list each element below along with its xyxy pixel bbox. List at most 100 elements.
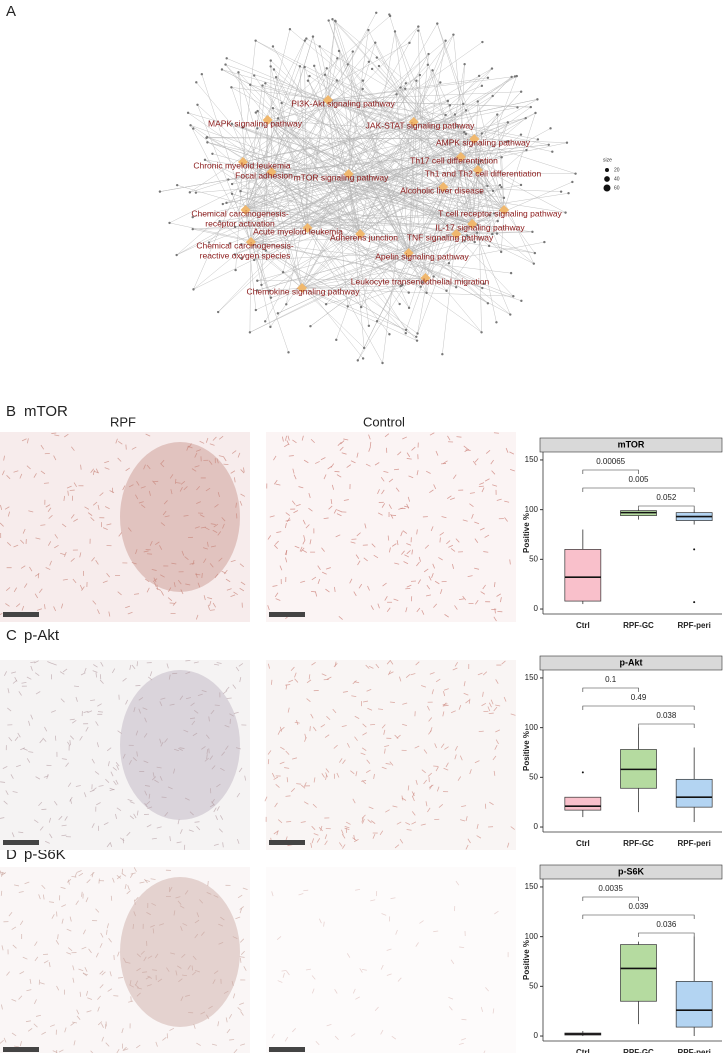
- x-tick-label: RPF-GC: [623, 839, 654, 848]
- tissue-stroke: [148, 490, 151, 496]
- edge: [432, 70, 479, 171]
- tissue-stroke: [429, 672, 435, 675]
- tissue-stroke: [302, 519, 306, 525]
- tissue-stroke: [159, 545, 163, 550]
- gene-node: [298, 65, 302, 68]
- gene-node: [336, 57, 339, 60]
- tissue-stroke: [211, 798, 215, 804]
- tissue-stroke: [352, 798, 356, 804]
- tissue-stroke: [455, 880, 460, 886]
- tissue-stroke: [221, 570, 227, 574]
- edge: [235, 223, 473, 228]
- edge: [394, 31, 426, 279]
- tissue-stroke: [181, 550, 185, 556]
- edge: [270, 60, 272, 173]
- tissue-stroke: [293, 474, 297, 480]
- tissue-stroke: [56, 985, 60, 991]
- tissue-stroke: [287, 707, 290, 713]
- y-tick-label: 150: [525, 455, 539, 464]
- edge: [245, 209, 478, 233]
- tissue-stroke: [50, 710, 56, 713]
- tissue-stroke: [38, 894, 41, 900]
- edge: [348, 173, 365, 348]
- edge: [477, 169, 498, 234]
- edge: [332, 19, 475, 140]
- tissue-stroke: [135, 494, 139, 500]
- edge: [271, 80, 337, 173]
- bracket: [582, 914, 695, 919]
- tissue-stroke: [27, 1028, 33, 1032]
- edge: [242, 107, 518, 163]
- edge: [432, 70, 473, 225]
- tissue-stroke: [402, 436, 408, 440]
- tissue-stroke: [72, 578, 77, 584]
- tissue-stroke: [333, 663, 338, 668]
- scale-bar: [3, 840, 39, 845]
- tissue-stroke: [195, 614, 199, 620]
- tissue-stroke: [164, 812, 169, 817]
- outlier: [693, 601, 696, 604]
- tissue-stroke: [370, 820, 376, 824]
- tissue-stroke: [408, 475, 414, 479]
- tissue-stroke: [300, 821, 306, 823]
- tissue-stroke: [465, 844, 469, 850]
- tissue-stroke: [75, 696, 78, 702]
- tissue-stroke: [443, 691, 446, 697]
- tissue-stroke: [115, 779, 119, 785]
- tissue-stroke: [440, 589, 443, 595]
- tissue-stroke: [381, 913, 387, 916]
- tissue-stroke: [305, 968, 311, 971]
- tissue-stroke: [282, 972, 285, 978]
- edge: [242, 161, 495, 214]
- tissue-stroke: [125, 699, 128, 705]
- tissue-stroke: [281, 436, 284, 442]
- tissue-stroke: [341, 452, 347, 455]
- edge: [269, 277, 426, 291]
- tissue-stroke: [62, 668, 68, 673]
- tissue-stroke: [85, 726, 89, 732]
- tissue-stroke: [441, 516, 447, 519]
- tissue-stroke: [364, 523, 367, 529]
- box: [675, 981, 713, 1028]
- tissue-stroke: [488, 712, 494, 715]
- tissue-stroke: [368, 446, 371, 452]
- edge: [301, 233, 493, 289]
- tissue-stroke: [235, 502, 237, 508]
- y-tick-label: 100: [525, 505, 539, 514]
- edge: [262, 85, 475, 140]
- tissue-stroke: [385, 809, 390, 813]
- tissue-stroke: [170, 952, 176, 955]
- gene-node: [192, 288, 195, 291]
- tissue-stroke: [138, 501, 144, 504]
- tissue-stroke: [419, 920, 424, 924]
- tissue-stroke: [176, 965, 182, 969]
- tissue-stroke: [411, 446, 416, 451]
- gene-node: [495, 232, 499, 235]
- tissue-stroke: [310, 713, 314, 719]
- edge: [221, 69, 329, 101]
- tissue-stroke: [190, 702, 195, 707]
- tissue-stroke: [122, 1046, 127, 1051]
- edge: [307, 34, 454, 229]
- tissue-stroke: [201, 746, 206, 750]
- tissue-stroke: [243, 966, 247, 971]
- tissue-stroke: [346, 953, 351, 958]
- gene-node: [388, 13, 391, 16]
- tissue-nodule: [120, 442, 240, 592]
- tissue-stroke: [3, 1037, 7, 1043]
- tissue-stroke: [180, 589, 184, 595]
- tissue-stroke: [443, 460, 448, 464]
- tissue-stroke: [421, 609, 425, 615]
- tissue-stroke: [285, 750, 290, 755]
- tissue-stroke: [361, 780, 367, 785]
- tissue-stroke: [185, 583, 191, 586]
- tissue-stroke: [280, 746, 285, 750]
- tissue-stroke: [21, 605, 25, 611]
- micrograph: [0, 432, 250, 622]
- edge: [413, 105, 451, 123]
- tissue-stroke: [12, 944, 17, 949]
- tissue-stroke: [423, 779, 427, 785]
- tissue-stroke: [299, 546, 303, 552]
- edge: [250, 241, 289, 353]
- tissue-stroke: [60, 603, 64, 609]
